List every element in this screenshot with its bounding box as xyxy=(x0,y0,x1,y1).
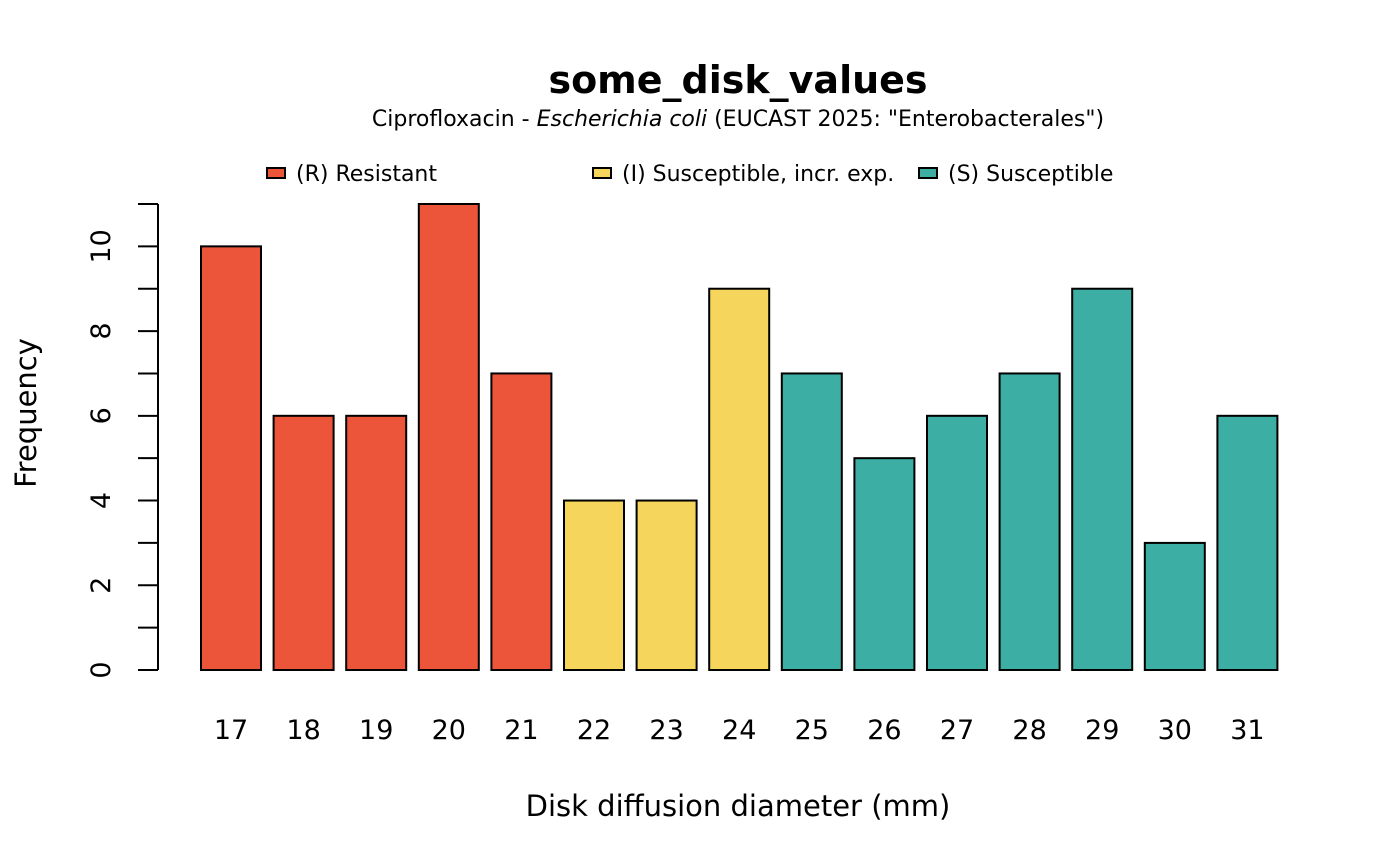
y-tick-label: 8 xyxy=(86,322,117,339)
chart-title: some_disk_values xyxy=(548,58,927,102)
x-tick-label: 25 xyxy=(795,715,829,746)
x-tick-label: 18 xyxy=(286,715,320,746)
bar-23 xyxy=(635,499,698,671)
legend-label: (S) Susceptible xyxy=(948,162,1113,187)
bar-28 xyxy=(998,372,1061,671)
x-tick-label: 30 xyxy=(1158,715,1192,746)
bar-27 xyxy=(926,414,988,671)
bar-17 xyxy=(200,245,262,671)
bar-24 xyxy=(708,287,771,671)
chart-subtitle: Ciprofloxacin - Escherichia coli (EUCAST… xyxy=(372,107,1104,132)
subtitle-organism: Escherichia coli xyxy=(537,107,708,132)
subtitle-guideline: (EUCAST 2025: "Enterobacterales") xyxy=(707,107,1104,132)
x-tick-label: 20 xyxy=(432,715,466,746)
legend-item-S: (S) Susceptible xyxy=(918,162,1113,187)
x-tick-label: 23 xyxy=(649,715,683,746)
legend-label: (I) Susceptible, incr. exp. xyxy=(622,162,894,187)
y-tick-label: 4 xyxy=(86,492,117,509)
x-tick-label: 24 xyxy=(722,715,756,746)
x-tick-label: 27 xyxy=(940,715,974,746)
x-tick-label: 22 xyxy=(577,715,611,746)
bars xyxy=(200,203,1279,672)
bar-19 xyxy=(345,414,408,671)
legend-swatch xyxy=(266,167,286,179)
y-tick-label: 0 xyxy=(86,661,117,678)
bar-29 xyxy=(1071,287,1134,671)
subtitle-antibiotic: Ciprofloxacin - xyxy=(372,107,537,132)
y-axis: 0 2 4 6 8 10 xyxy=(86,203,159,679)
x-tick-label: 17 xyxy=(214,715,248,746)
bar-30 xyxy=(1143,541,1206,672)
legend-item-I: (I) Susceptible, incr. exp. xyxy=(592,162,894,187)
bar-31 xyxy=(1216,414,1279,671)
x-tick-label: 21 xyxy=(504,715,538,746)
bar-25 xyxy=(780,372,843,671)
bar-21 xyxy=(490,372,553,671)
y-tick-label: 2 xyxy=(86,577,117,594)
x-tick-label: 26 xyxy=(867,715,901,746)
bar-18 xyxy=(272,414,335,671)
chart-legend: (R) Resistant (I) Susceptible, incr. exp.… xyxy=(266,162,1113,187)
y-tick-label: 10 xyxy=(86,229,117,263)
y-tick-label: 6 xyxy=(86,407,117,424)
bar-20 xyxy=(417,203,480,671)
x-tick-label: 29 xyxy=(1085,715,1119,746)
legend-item-R: (R) Resistant xyxy=(266,162,437,187)
legend-label: (R) Resistant xyxy=(296,162,437,187)
x-tick-label: 28 xyxy=(1012,715,1046,746)
x-axis-tick-labels: 17 18 19 20 21 22 23 24 25 26 27 28 29 30 31 xyxy=(214,715,1265,746)
legend-swatch xyxy=(918,167,938,179)
x-tick-label: 19 xyxy=(359,715,393,746)
x-axis-label: Disk diffusion diameter (mm) xyxy=(526,789,951,823)
x-tick-label: 31 xyxy=(1230,715,1264,746)
legend-swatch xyxy=(592,167,612,179)
y-axis-label: Frequency xyxy=(9,338,43,488)
bar-22 xyxy=(563,499,625,671)
bar-26 xyxy=(853,457,916,671)
